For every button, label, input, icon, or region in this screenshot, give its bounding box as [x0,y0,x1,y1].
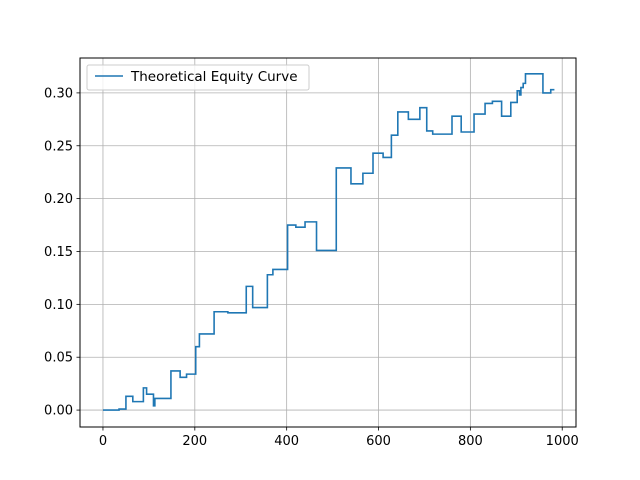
legend: Theoretical Equity Curve [86,64,310,91]
y-tick-label: 0.00 [44,404,73,419]
x-axis-ticks: 0 200 400 600 800 1000 [99,427,579,449]
y-tick-label: 0.15 [44,245,73,260]
series-line-equity-curve [102,73,555,411]
x-tick-label: 0 [99,434,107,449]
y-axis-ticks: 0.00 0.05 0.10 0.15 0.20 0.25 0.30 [44,86,80,419]
series-layer [102,73,555,411]
x-tick-label: 1000 [546,434,579,449]
x-tick-label: 800 [458,434,483,449]
y-tick-label: 0.30 [44,86,73,101]
x-tick-label: 600 [366,434,391,449]
x-tick-label: 400 [274,434,299,449]
y-tick-label: 0.25 [44,139,73,154]
y-tick-label: 0.20 [44,192,73,207]
legend-box [86,64,310,91]
x-tick-label: 200 [182,434,207,449]
grid-lines [80,58,576,427]
y-tick-label: 0.05 [44,351,73,366]
plot-frame [79,57,577,428]
legend-label: Theoretical Equity Curve [130,69,298,85]
y-tick-label: 0.10 [44,298,73,313]
